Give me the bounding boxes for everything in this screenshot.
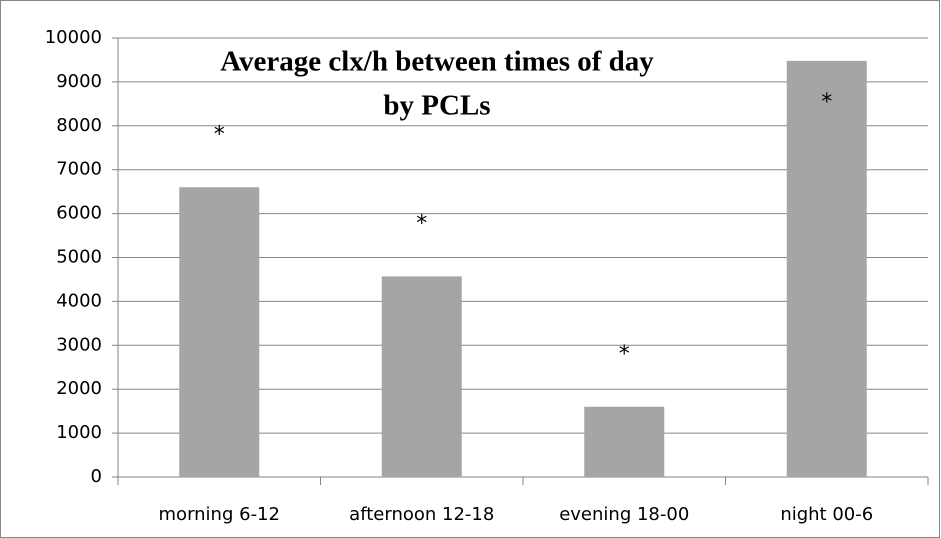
y-tick-label: 3000	[56, 334, 102, 355]
annotation: *	[416, 211, 427, 236]
x-tick-label: afternoon 12-18	[349, 504, 494, 525]
annotation: *	[619, 342, 630, 367]
annotation: *	[821, 90, 832, 115]
y-tick-label: 9000	[56, 71, 102, 92]
y-tick-label: 8000	[56, 115, 102, 136]
chart-title: Average clx/h between times of day	[220, 46, 654, 78]
y-tick-label: 0	[91, 466, 102, 487]
y-tick-label: 1000	[56, 422, 102, 443]
bar	[179, 187, 260, 477]
x-tick-label: night 00-6	[780, 504, 873, 525]
y-tick-label: 5000	[56, 247, 102, 268]
y-tick-label: 10000	[45, 27, 102, 48]
x-tick-label: evening 18-00	[559, 504, 689, 525]
annotation: *	[214, 122, 225, 147]
x-tick-label: morning 6-12	[159, 504, 280, 525]
y-tick-label: 4000	[56, 290, 102, 311]
bar	[584, 406, 665, 477]
y-tick-label: 2000	[56, 378, 102, 399]
bar	[786, 60, 867, 477]
bar	[381, 276, 462, 477]
y-tick-label: 7000	[56, 159, 102, 180]
chart-title: by PCLs	[383, 90, 490, 122]
y-tick-label: 6000	[56, 203, 102, 224]
